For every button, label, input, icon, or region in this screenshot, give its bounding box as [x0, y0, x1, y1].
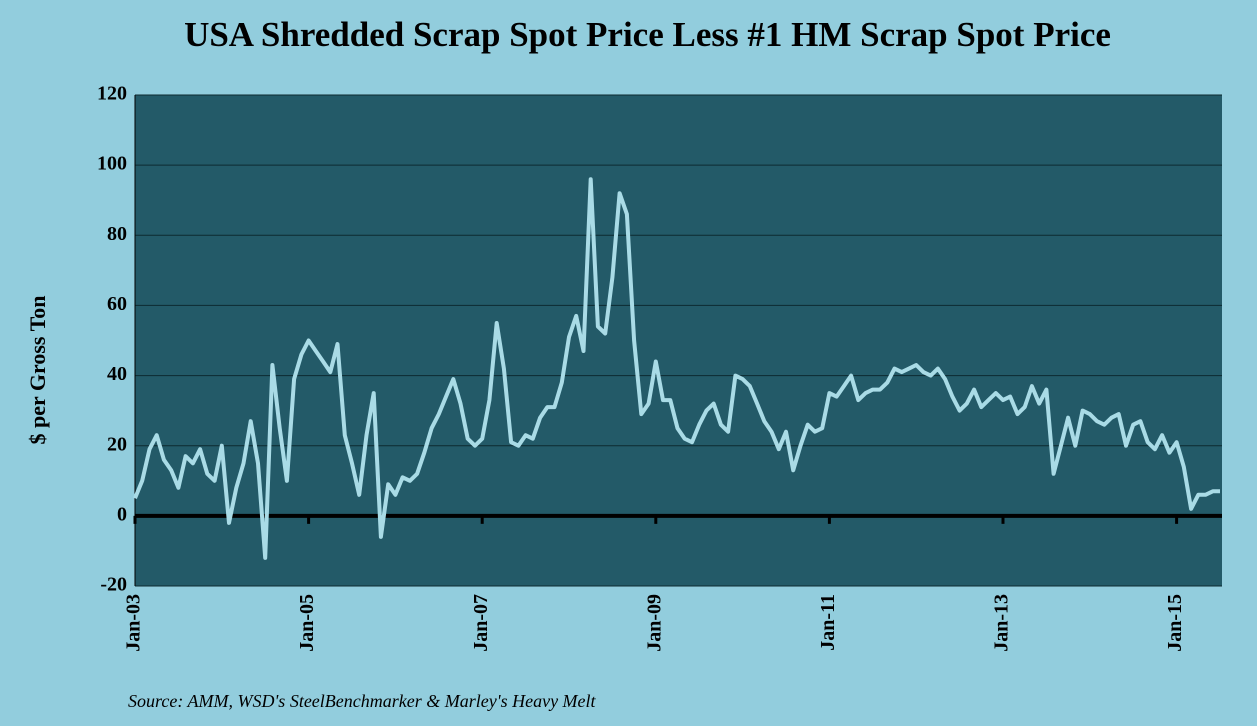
- x-tick-label: Jan-13: [991, 594, 1013, 652]
- y-axis-label: $ per Gross Ton: [25, 296, 50, 445]
- y-tick-label: 0: [117, 503, 127, 525]
- data-line: [133, 177, 1220, 560]
- plot-area: [135, 95, 1222, 586]
- y-tick-label: 40: [107, 363, 127, 385]
- y-tick-label: 120: [97, 83, 127, 105]
- title-box: USA Shredded Scrap Spot Price Less #1 HM…: [184, 15, 1111, 54]
- source-note: Source: AMM, WSD's SteelBenchmarker & Ma…: [128, 691, 597, 711]
- chart-title: USA Shredded Scrap Spot Price Less #1 HM…: [184, 15, 1111, 54]
- x-tick-label: Jan-15: [1164, 594, 1186, 652]
- x-tick-label: Jan-03: [123, 594, 145, 652]
- y-tick-label: 60: [107, 293, 127, 315]
- x-tick-label: Jan-07: [470, 594, 492, 652]
- y-tick-label: -20: [100, 574, 127, 596]
- y-tick-label: 80: [107, 223, 127, 245]
- x-tick-label: Jan-05: [296, 594, 318, 652]
- x-tick-label: Jan-09: [643, 594, 665, 652]
- x-tick-label: Jan-11: [817, 594, 839, 651]
- y-tick-label: 20: [107, 433, 127, 455]
- y-tick-label: 100: [97, 153, 127, 175]
